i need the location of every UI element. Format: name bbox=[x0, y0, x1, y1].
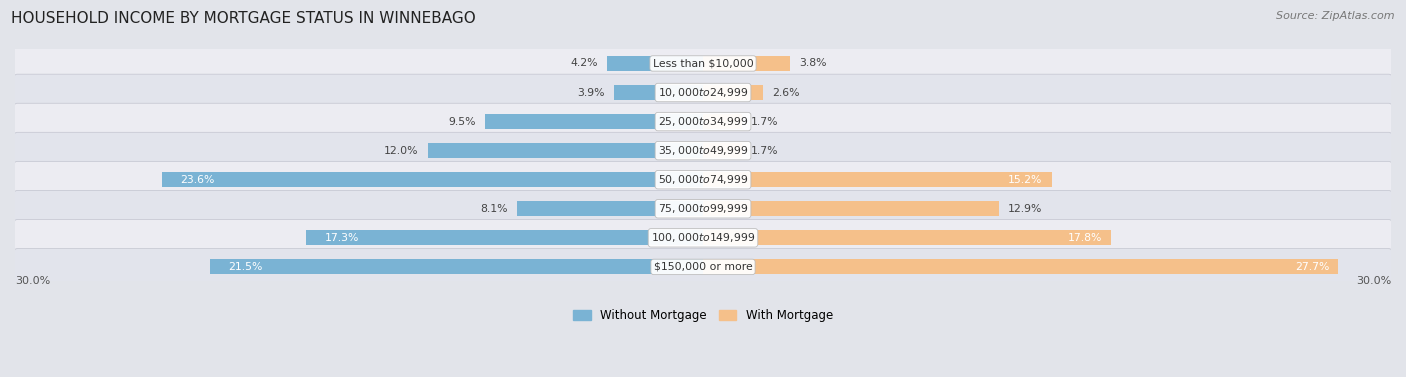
FancyBboxPatch shape bbox=[14, 190, 1392, 227]
Text: HOUSEHOLD INCOME BY MORTGAGE STATUS IN WINNEBAGO: HOUSEHOLD INCOME BY MORTGAGE STATUS IN W… bbox=[11, 11, 477, 26]
Bar bbox=[703, 143, 742, 158]
FancyBboxPatch shape bbox=[14, 74, 1392, 111]
Text: Source: ZipAtlas.com: Source: ZipAtlas.com bbox=[1277, 11, 1395, 21]
Bar bbox=[606, 56, 703, 71]
Text: 1.7%: 1.7% bbox=[751, 116, 779, 127]
FancyBboxPatch shape bbox=[14, 248, 1392, 285]
Bar bbox=[703, 259, 1339, 274]
Text: 30.0%: 30.0% bbox=[1355, 276, 1391, 286]
Text: 4.2%: 4.2% bbox=[569, 58, 598, 69]
Text: 15.2%: 15.2% bbox=[1008, 175, 1042, 185]
Text: 3.9%: 3.9% bbox=[576, 87, 605, 98]
Bar bbox=[703, 172, 1052, 187]
Text: 8.1%: 8.1% bbox=[481, 204, 508, 214]
Text: $35,000 to $49,999: $35,000 to $49,999 bbox=[658, 144, 748, 157]
Text: 3.8%: 3.8% bbox=[800, 58, 827, 69]
Bar bbox=[427, 143, 703, 158]
Legend: Without Mortgage, With Mortgage: Without Mortgage, With Mortgage bbox=[568, 304, 838, 326]
Text: 17.3%: 17.3% bbox=[325, 233, 359, 243]
Text: 30.0%: 30.0% bbox=[15, 276, 51, 286]
Text: 9.5%: 9.5% bbox=[449, 116, 477, 127]
Text: $50,000 to $74,999: $50,000 to $74,999 bbox=[658, 173, 748, 186]
Bar bbox=[307, 230, 703, 245]
FancyBboxPatch shape bbox=[14, 132, 1392, 169]
Text: Less than $10,000: Less than $10,000 bbox=[652, 58, 754, 69]
Text: 17.8%: 17.8% bbox=[1067, 233, 1102, 243]
Text: 23.6%: 23.6% bbox=[180, 175, 215, 185]
Bar bbox=[703, 230, 1111, 245]
Bar bbox=[485, 114, 703, 129]
Text: $10,000 to $24,999: $10,000 to $24,999 bbox=[658, 86, 748, 99]
Text: 12.0%: 12.0% bbox=[384, 146, 419, 156]
Bar bbox=[162, 172, 703, 187]
FancyBboxPatch shape bbox=[14, 45, 1392, 82]
FancyBboxPatch shape bbox=[14, 161, 1392, 198]
Bar bbox=[703, 114, 742, 129]
Bar bbox=[703, 56, 790, 71]
Text: 12.9%: 12.9% bbox=[1008, 204, 1042, 214]
Text: $100,000 to $149,999: $100,000 to $149,999 bbox=[651, 231, 755, 244]
Bar bbox=[613, 85, 703, 100]
Text: 21.5%: 21.5% bbox=[228, 262, 263, 272]
Text: 27.7%: 27.7% bbox=[1295, 262, 1329, 272]
FancyBboxPatch shape bbox=[14, 219, 1392, 256]
Bar bbox=[209, 259, 703, 274]
Text: $25,000 to $34,999: $25,000 to $34,999 bbox=[658, 115, 748, 128]
Text: $75,000 to $99,999: $75,000 to $99,999 bbox=[658, 202, 748, 215]
Bar bbox=[517, 201, 703, 216]
FancyBboxPatch shape bbox=[14, 103, 1392, 140]
Bar bbox=[703, 201, 998, 216]
Text: 2.6%: 2.6% bbox=[772, 87, 799, 98]
Text: 1.7%: 1.7% bbox=[751, 146, 779, 156]
Text: $150,000 or more: $150,000 or more bbox=[654, 262, 752, 272]
Bar bbox=[703, 85, 762, 100]
